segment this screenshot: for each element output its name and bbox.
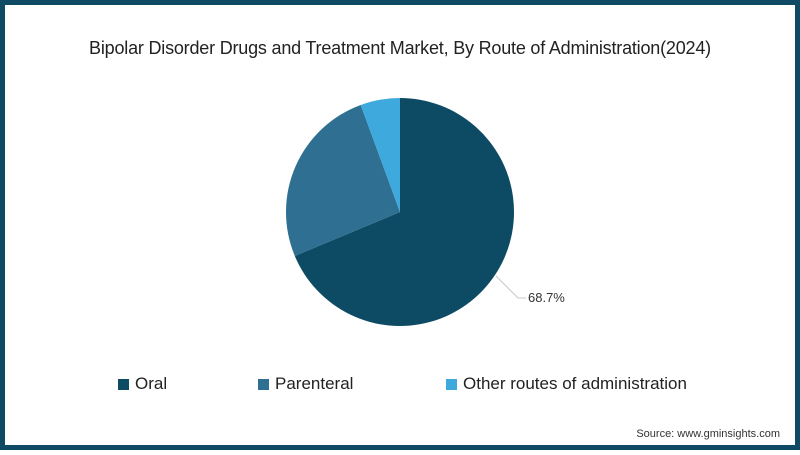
leader-line [495, 275, 526, 299]
legend-label-oral: Oral [135, 374, 168, 393]
legend-label-parenteral: Parenteral [275, 374, 354, 393]
pie-slices [286, 98, 514, 326]
data-label-oral: 68.7% [528, 290, 565, 305]
legend-item-other[interactable]: Other routes of administration [446, 374, 687, 394]
legend-label-other: Other routes of administration [463, 374, 687, 393]
source-note: Source: www.gminsights.com [636, 428, 780, 440]
legend-swatch-other [446, 378, 457, 390]
legend-item-parenteral[interactable]: Parenteral [258, 374, 353, 394]
pie-slice-parenteral[interactable] [286, 104, 400, 256]
pie-slice-oral[interactable] [294, 98, 514, 326]
legend-swatch-oral [118, 378, 129, 390]
legend-item-oral[interactable]: Oral [118, 374, 167, 394]
pie-slice-other[interactable] [360, 98, 400, 212]
legend: Oral Parenteral Other routes of administ… [0, 374, 800, 398]
chart-title: Bipolar Disorder Drugs and Treatment Mar… [89, 38, 711, 58]
legend-swatch-parenteral [258, 378, 269, 390]
